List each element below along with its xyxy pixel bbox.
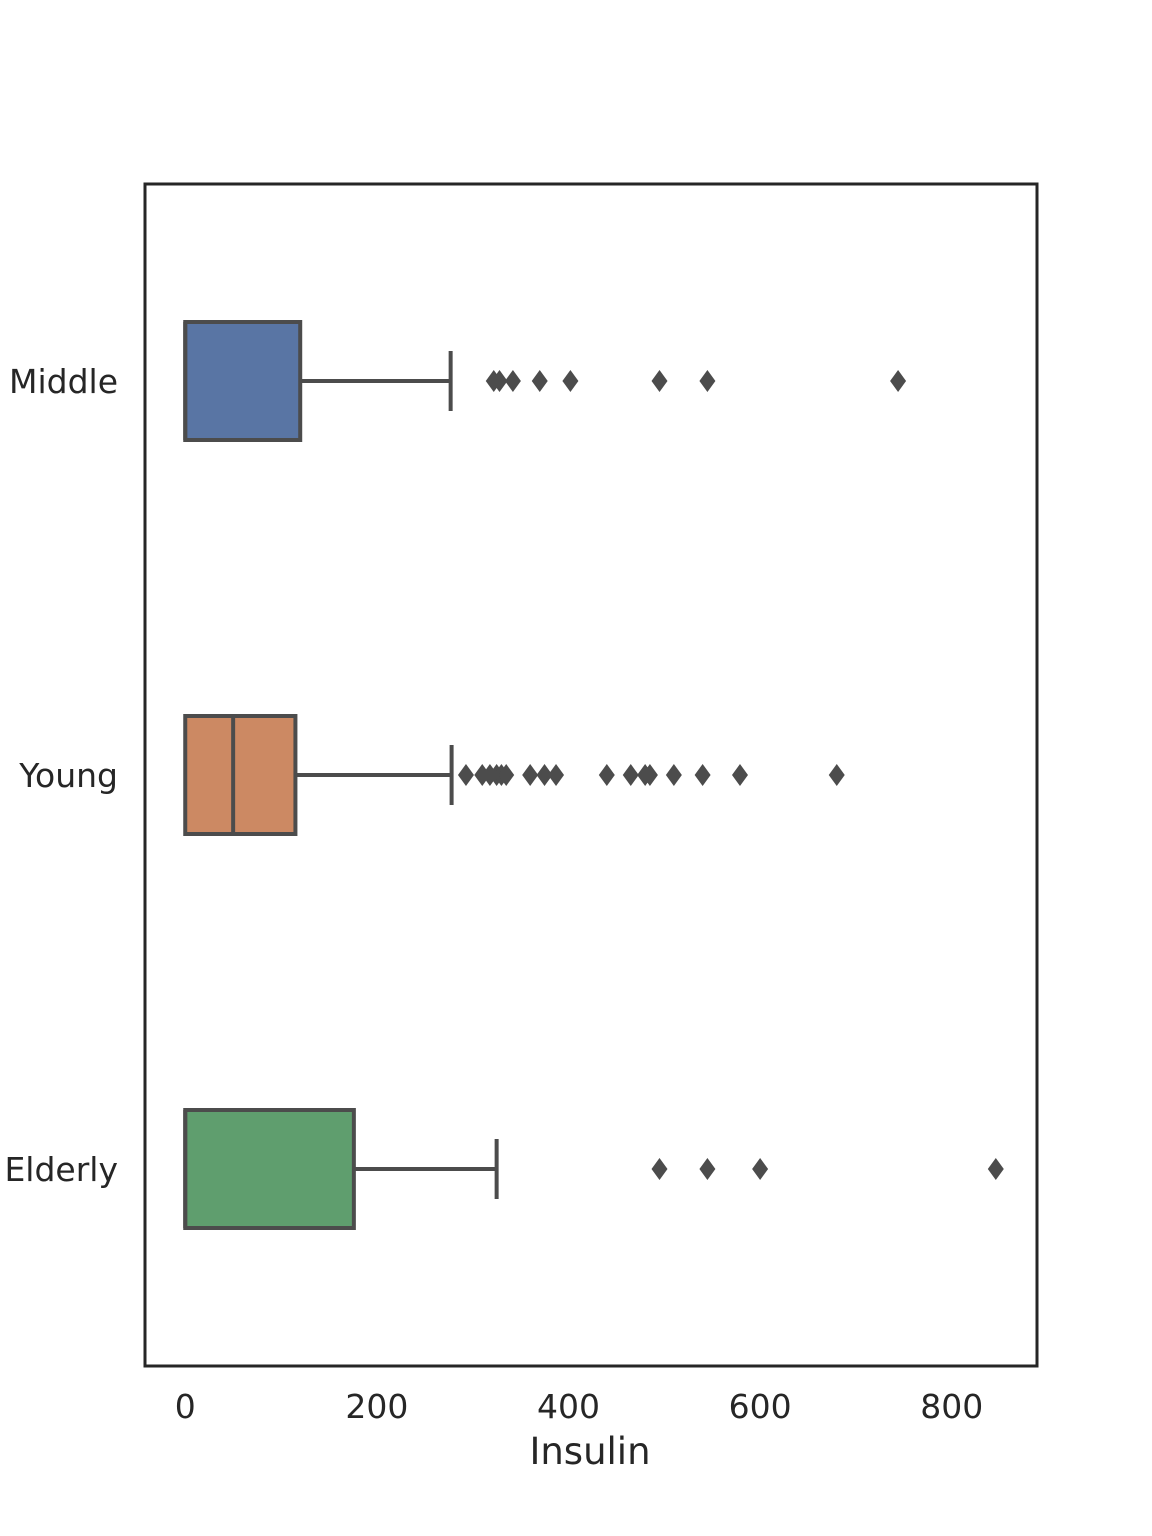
outlier-point bbox=[641, 764, 658, 786]
outlier-point bbox=[890, 370, 907, 392]
outlier-point bbox=[665, 764, 682, 786]
iqr-box bbox=[183, 1108, 356, 1230]
outlier-point bbox=[699, 370, 716, 392]
outlier-point bbox=[694, 764, 711, 786]
box-group-middle bbox=[183, 320, 907, 442]
y-axis: Middle Young Elderly bbox=[4, 362, 118, 1189]
plot-frame bbox=[143, 182, 1039, 1368]
outlier-point bbox=[491, 370, 508, 392]
y-tick-label: Middle bbox=[9, 362, 118, 401]
outlier-point bbox=[598, 764, 615, 786]
outlier-point bbox=[987, 1158, 1004, 1180]
y-tick-label: Young bbox=[18, 756, 118, 795]
plot-area bbox=[183, 320, 1004, 1230]
outlier-point bbox=[457, 764, 474, 786]
outlier-point bbox=[548, 764, 565, 786]
box-group-elderly bbox=[183, 1108, 1004, 1230]
outlier-point bbox=[651, 1158, 668, 1180]
x-tick-label: 800 bbox=[920, 1387, 983, 1426]
outlier-point bbox=[504, 370, 521, 392]
iqr-box bbox=[183, 714, 298, 836]
outlier-point bbox=[651, 370, 668, 392]
x-tick-label: 600 bbox=[729, 1387, 792, 1426]
outlier-point bbox=[498, 764, 515, 786]
box-group-young bbox=[183, 714, 845, 836]
x-tick-label: 400 bbox=[537, 1387, 600, 1426]
outlier-point bbox=[536, 764, 553, 786]
outlier-point bbox=[522, 764, 539, 786]
outlier-point bbox=[731, 764, 748, 786]
outlier-point bbox=[699, 1158, 716, 1180]
outlier-point bbox=[828, 764, 845, 786]
x-axis-label: Insulin bbox=[529, 1430, 650, 1473]
outlier-point bbox=[531, 370, 548, 392]
x-tick-label: 200 bbox=[345, 1387, 408, 1426]
x-axis: 0 200 400 600 800 bbox=[175, 1387, 983, 1426]
outlier-point bbox=[752, 1158, 769, 1180]
outlier-point bbox=[622, 764, 639, 786]
y-tick-label: Elderly bbox=[4, 1150, 118, 1189]
outlier-point bbox=[562, 370, 579, 392]
iqr-box bbox=[183, 320, 303, 442]
x-tick-label: 0 bbox=[175, 1387, 196, 1426]
